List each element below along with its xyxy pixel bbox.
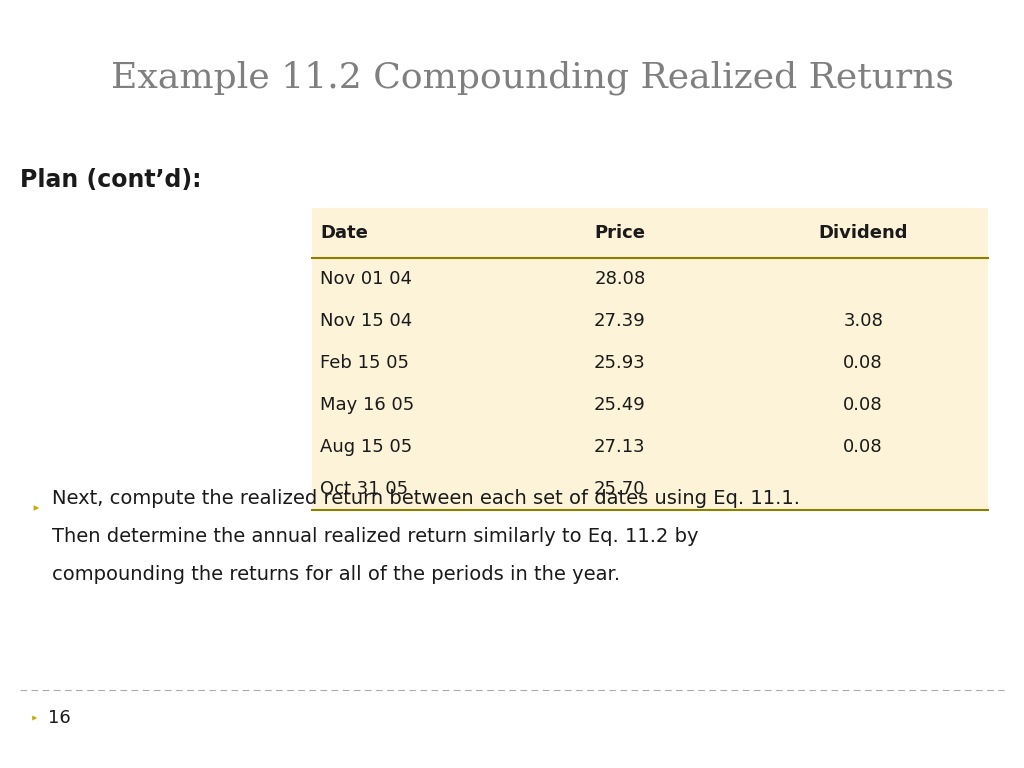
Text: Plan (cont’d):: Plan (cont’d): [20, 168, 202, 192]
Bar [312, 208, 988, 510]
Text: 3.08: 3.08 [843, 312, 883, 330]
Text: Nov 15 04: Nov 15 04 [319, 312, 412, 330]
Text: Example 11.2 Compounding Realized Returns: Example 11.2 Compounding Realized Return… [111, 61, 954, 95]
Text: 25.49: 25.49 [594, 396, 646, 414]
Text: May 16 05: May 16 05 [319, 396, 414, 414]
Text: Feb 15 05: Feb 15 05 [319, 354, 409, 372]
Text: 27.13: 27.13 [594, 438, 646, 456]
Text: 28.08: 28.08 [594, 270, 645, 288]
Text: 25.70: 25.70 [594, 480, 645, 498]
Text: Nov 01 04: Nov 01 04 [319, 270, 412, 288]
Text: 16: 16 [48, 709, 71, 727]
Text: 25.93: 25.93 [594, 354, 646, 372]
Text: Date: Date [319, 224, 368, 242]
Text: 0.08: 0.08 [844, 438, 883, 456]
Text: 27.39: 27.39 [594, 312, 646, 330]
Text: compounding the returns for all of the periods in the year.: compounding the returns for all of the p… [52, 564, 621, 584]
Text: Price: Price [594, 224, 645, 242]
Text: 0.08: 0.08 [844, 396, 883, 414]
Text: Then determine the annual realized return similarly to Eq. 11.2 by: Then determine the annual realized retur… [52, 527, 698, 545]
Text: Next, compute the realized return between each set of dates using Eq. 11.1.: Next, compute the realized return betwee… [52, 488, 800, 508]
Text: Aug 15 05: Aug 15 05 [319, 438, 412, 456]
Text: Oct 31 05: Oct 31 05 [319, 480, 408, 498]
Text: 0.08: 0.08 [844, 354, 883, 372]
Text: Dividend: Dividend [818, 224, 908, 242]
